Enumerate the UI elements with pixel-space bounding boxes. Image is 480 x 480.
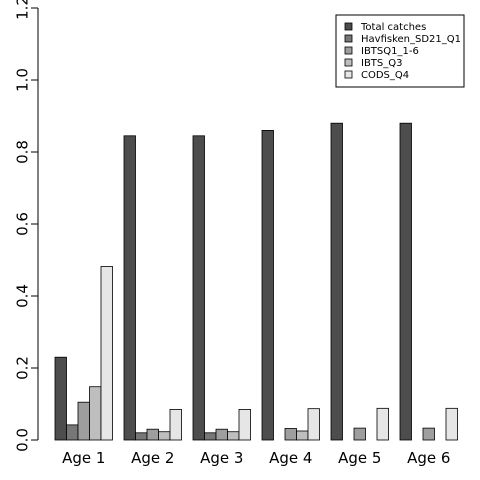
legend-swatch [344,34,353,43]
legend-swatch [344,58,353,67]
bar-5-5 [376,407,389,441]
y-tick-label: 0.6 [14,212,32,236]
y-tick-label: 1.2 [14,0,32,20]
y-tick-label: 1.0 [14,68,32,92]
legend: Total catchesHavfisken_SD21_Q1IBTSQ1_1-6… [335,14,465,88]
legend-label: Havfisken_SD21_Q1 [361,34,461,45]
y-tick-label: 0.4 [14,284,32,308]
bar-5-4 [307,408,320,441]
legend-label: IBTSQ1_1-6 [361,46,419,57]
y-tick-label: 0.2 [14,356,32,380]
x-tick-label: Age 2 [131,449,174,467]
legend-label: CODS_Q4 [361,70,409,81]
legend-label: Total catches [360,22,426,33]
bar-3-1 [77,401,90,441]
bar-3-5 [353,427,366,441]
bar-2-1 [66,424,79,441]
legend-label: IBTS_Q3 [361,58,403,69]
y-axis: 0.0 0.2 0.4 0.6 0.8 1.0 1.2 [14,0,39,452]
bar-2-2 [135,432,148,441]
bar-1-1 [54,356,67,441]
y-tick-label: 0.8 [14,140,32,164]
bar-3-4 [284,428,297,441]
bar-1-6 [399,122,412,441]
legend-swatch [344,46,353,55]
bar-1-3 [192,135,205,441]
y-tick-label: 0.0 [14,428,32,452]
bar-1-2 [123,135,136,441]
bar-3-2 [146,428,159,441]
legend-swatch [344,70,353,79]
bar-5-1 [100,266,113,441]
legend-box [335,14,465,88]
bar-5-2 [169,408,182,441]
bar-3-6 [422,427,435,441]
x-tick-label: Age 6 [407,449,450,467]
bar-4-1 [89,386,102,441]
x-tick-label: Age 5 [338,449,381,467]
legend-swatch [344,22,353,31]
x-tick-label: Age 3 [200,449,243,467]
bar-1-4 [261,129,274,441]
bar-5-3 [238,408,251,441]
bar-1-5 [330,122,343,441]
bar-4-3 [227,431,240,441]
bar-4-2 [158,431,171,441]
x-axis-labels: Age 1 Age 2 Age 3 Age 4 Age 5 Age 6 [62,449,450,467]
bar-2-3 [204,432,217,441]
bar-3-3 [215,428,228,441]
bar-4-4 [296,430,309,441]
bar-5-6 [445,407,458,441]
bars [54,122,458,441]
x-tick-label: Age 1 [62,449,105,467]
x-tick-label: Age 4 [269,449,312,467]
